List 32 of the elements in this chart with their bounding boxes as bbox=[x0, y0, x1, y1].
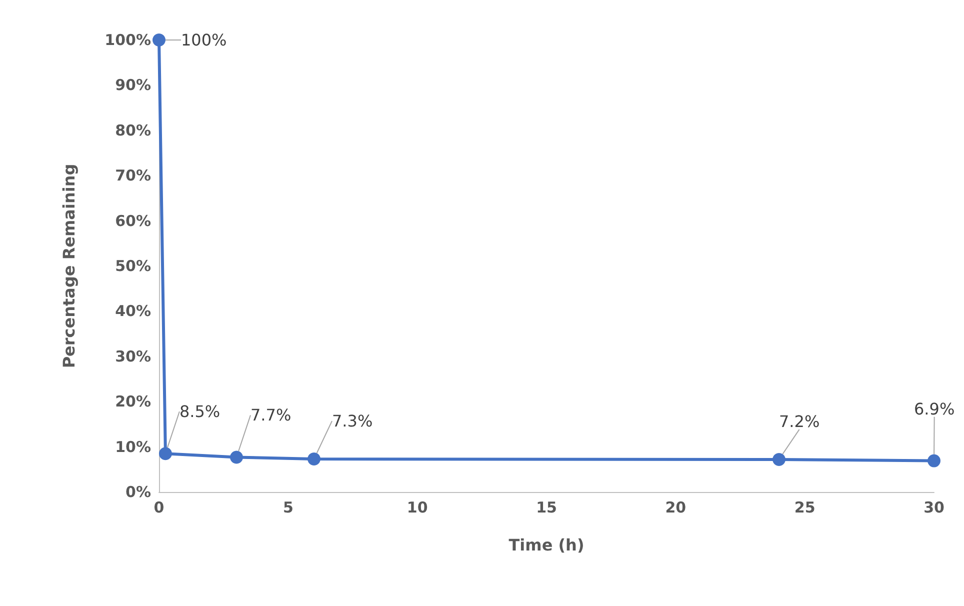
y-tick-label: 40% bbox=[115, 302, 151, 320]
point bbox=[308, 452, 320, 466]
data-label: 7.7% bbox=[250, 406, 292, 425]
point bbox=[928, 454, 940, 468]
y-tick-label: 60% bbox=[115, 212, 151, 230]
point bbox=[152, 34, 166, 46]
x-tick-label: 15 bbox=[536, 498, 557, 516]
x-tick-label: 20 bbox=[665, 498, 686, 516]
data-label: 100% bbox=[180, 30, 227, 50]
y-tick-label: 70% bbox=[115, 166, 151, 185]
x-tick-label: 5 bbox=[282, 498, 294, 516]
point bbox=[772, 452, 786, 466]
y-tick-label: 100% bbox=[104, 31, 151, 49]
y-tick-label: 90% bbox=[115, 76, 151, 94]
y-tick-label: 80% bbox=[115, 121, 151, 140]
x-tick-label: 0 bbox=[154, 498, 164, 516]
y-tick-label: 50% bbox=[115, 257, 151, 275]
data-label: 7.2% bbox=[778, 412, 820, 431]
y-tick-label: 20% bbox=[115, 392, 151, 411]
y-tick-label: 30% bbox=[115, 347, 151, 366]
x-tick-label: 30 bbox=[924, 498, 944, 516]
y-axis-title: Percentage Remaining bbox=[60, 164, 78, 368]
x-tick-label: 25 bbox=[794, 498, 816, 516]
point bbox=[230, 450, 243, 464]
x-tick-label: 10 bbox=[406, 498, 428, 516]
data-label: 6.9% bbox=[914, 399, 955, 418]
point bbox=[158, 447, 172, 460]
y-tick-label: 0% bbox=[126, 483, 151, 501]
data-label: 8.5% bbox=[179, 402, 220, 422]
x-axis-title: Time (h) bbox=[508, 536, 584, 554]
y-tick-label: 10% bbox=[115, 438, 151, 456]
data-label: 7.3% bbox=[332, 412, 373, 431]
